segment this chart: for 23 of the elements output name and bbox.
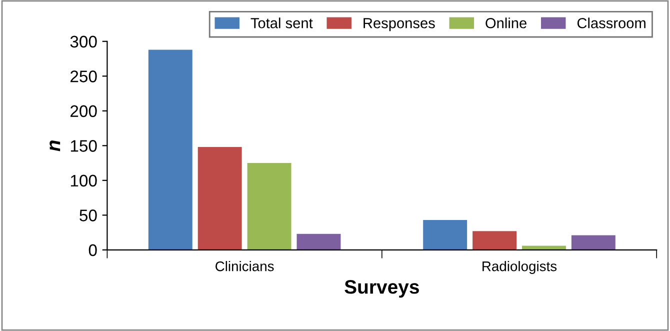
legend-label: Classroom [577, 18, 646, 28]
legend-label: Online [486, 18, 526, 28]
y-tick-label: 50 [80, 210, 97, 222]
y-tick-label: 200 [70, 105, 97, 118]
y-tick-label: 300 [70, 36, 97, 48]
y-tick-label: 0 [88, 244, 97, 256]
bar [472, 231, 517, 250]
bar [296, 234, 341, 250]
bar [247, 163, 292, 250]
bar [571, 235, 616, 250]
bar [148, 50, 192, 250]
legend-label: Responses [364, 18, 435, 32]
bar [198, 147, 242, 250]
x-tick-label: Radiologists [482, 261, 557, 274]
x-axis-title: Surveys [344, 280, 419, 298]
legend-label: Total sent [250, 18, 313, 28]
y-tick-label: 100 [70, 174, 97, 187]
bar [423, 220, 468, 250]
x-tick-label: Clinicians [216, 261, 274, 272]
bar [522, 246, 566, 250]
y-tick-label: 150 [70, 140, 97, 152]
y-axis-title: n [50, 140, 60, 152]
y-tick-label: 250 [70, 70, 97, 82]
